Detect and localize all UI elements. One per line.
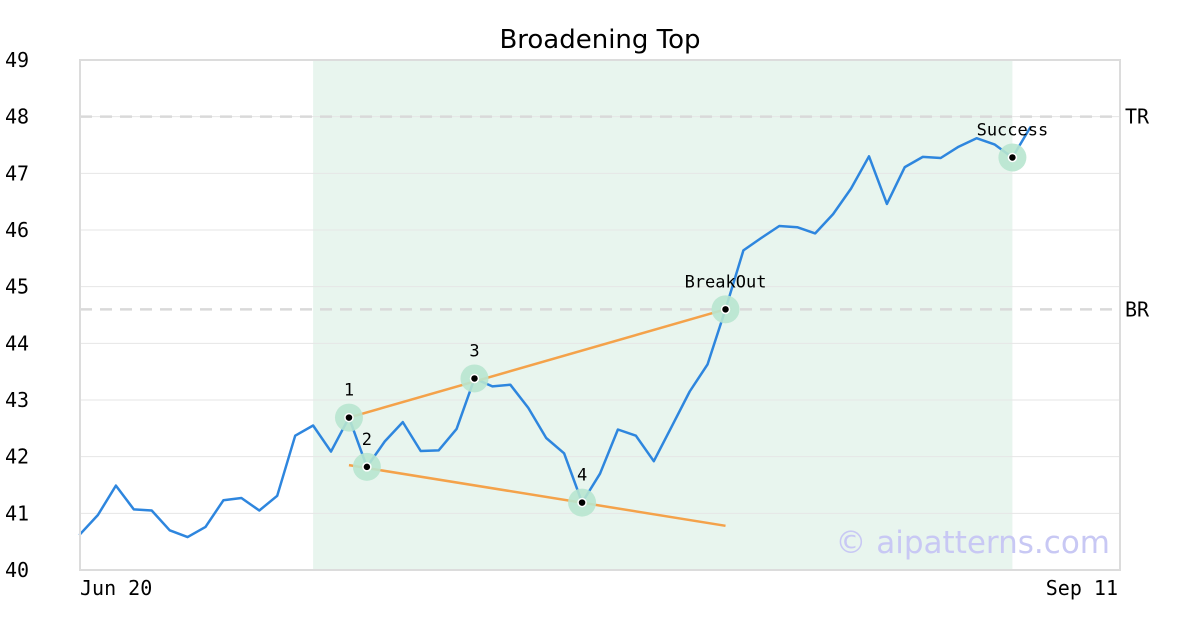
point-marker	[577, 497, 587, 508]
y-tick-label: 42	[5, 445, 29, 469]
hline-label-br: BR	[1125, 297, 1150, 321]
y-tick-label: 40	[5, 558, 29, 582]
y-tick-label: 49	[5, 48, 29, 72]
upper-trendline	[348, 308, 726, 419]
point-marker	[344, 412, 354, 423]
lower-trendline	[348, 463, 726, 528]
point-marker	[362, 462, 372, 472]
point-label: Success	[977, 120, 1049, 140]
x-tick-end: Sep 11	[1046, 576, 1118, 600]
price-line	[78, 126, 1032, 539]
point-label: 1	[344, 381, 354, 401]
point-marker	[469, 373, 480, 384]
y-tick-label: 46	[5, 218, 29, 242]
watermark: © aipatterns.com	[835, 525, 1110, 561]
y-tick-label: 43	[5, 388, 29, 412]
y-tick-label: 41	[5, 501, 29, 525]
y-tick-label: 48	[5, 105, 29, 129]
point-marker	[720, 304, 731, 315]
y-tick-label: 47	[5, 161, 29, 185]
point-label: BreakOut	[685, 272, 767, 292]
chart-title: Broadening Top	[499, 25, 700, 55]
y-tick-label: 45	[5, 275, 29, 299]
point-marker	[1007, 152, 1018, 163]
point-label: 2	[362, 430, 372, 450]
plot-frame	[79, 59, 1121, 571]
y-tick-label: 44	[5, 331, 29, 355]
hline-label-tr: TR	[1125, 105, 1150, 129]
point-label: 4	[577, 466, 587, 486]
x-tick-start: Jun 20	[80, 576, 152, 600]
point-label: 3	[469, 341, 479, 361]
highlight-region	[313, 60, 1013, 570]
